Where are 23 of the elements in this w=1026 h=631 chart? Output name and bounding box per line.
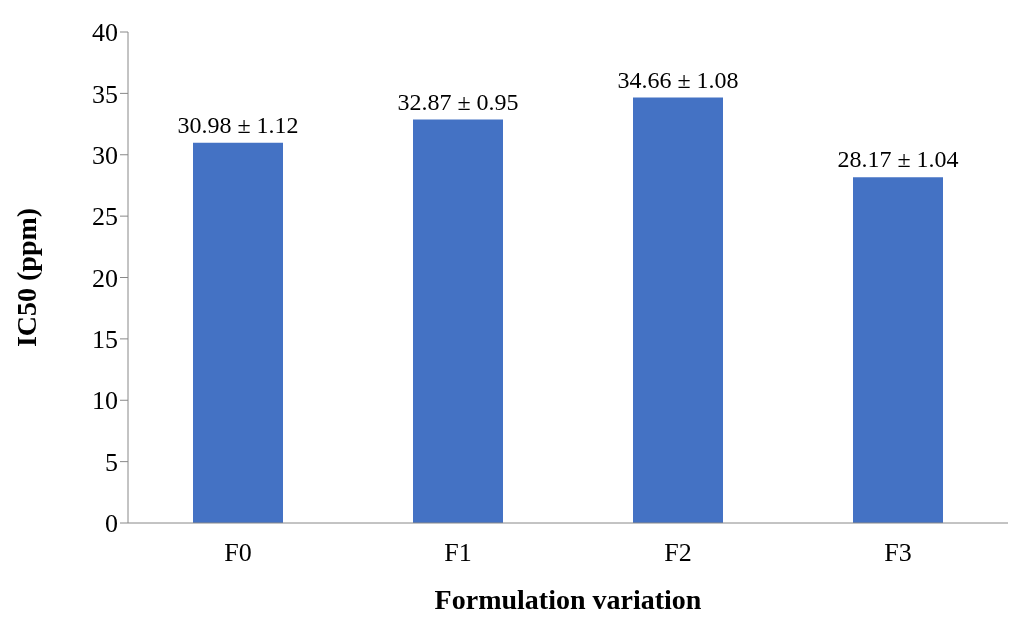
- x-tick-label: F2: [664, 538, 692, 568]
- x-tick-label: F1: [444, 538, 472, 568]
- bar: [193, 142, 283, 523]
- data-label: 28.17 ± 1.04: [837, 146, 959, 173]
- bar: [413, 119, 503, 523]
- y-tick-label: 15: [92, 325, 118, 355]
- x-tick-label: F0: [224, 538, 252, 568]
- y-tick-label: 35: [92, 79, 118, 109]
- y-tick-label: 30: [92, 140, 118, 170]
- y-axis-title: IC50 (ppm): [10, 207, 42, 348]
- y-tick-label: 25: [92, 202, 118, 232]
- bar: [853, 177, 943, 523]
- data-label: 32.87 ± 0.95: [397, 88, 519, 115]
- y-tick-label: 20: [92, 263, 118, 293]
- data-label: 30.98 ± 1.12: [177, 111, 299, 138]
- x-tick-label: F3: [884, 538, 912, 568]
- data-label: 34.66 ± 1.08: [617, 66, 739, 93]
- y-tick-label: 40: [92, 18, 118, 48]
- y-tick-label: 5: [105, 447, 118, 477]
- bar: [633, 97, 723, 523]
- x-axis-title: Formulation variation: [434, 584, 702, 615]
- y-tick-label: 0: [105, 509, 118, 539]
- y-tick-label: 10: [92, 386, 118, 416]
